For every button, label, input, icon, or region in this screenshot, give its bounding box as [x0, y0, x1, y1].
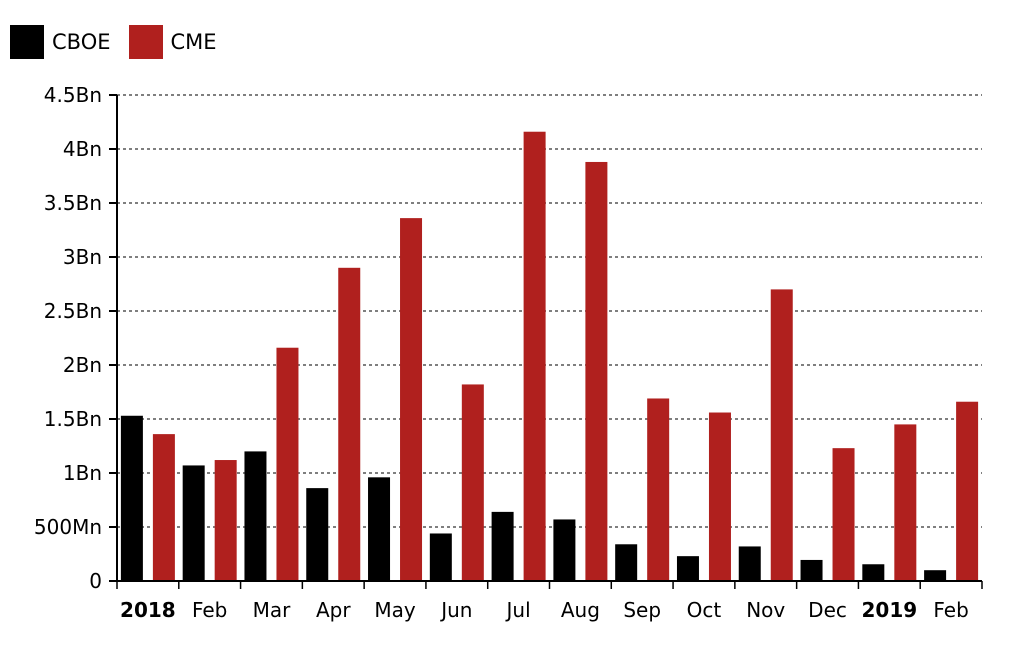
bar-cboe-12[interactable]: [862, 564, 885, 581]
bar-cboe-2[interactable]: [244, 451, 267, 581]
bar-cme-8[interactable]: [647, 398, 670, 581]
y-tick-label: 1.5Bn: [44, 407, 102, 431]
legend-item-cboe[interactable]: CBOE: [10, 25, 111, 59]
bar-cboe-3[interactable]: [306, 488, 329, 581]
bar-cme-6[interactable]: [523, 131, 546, 581]
x-tick-label: Jun: [439, 598, 472, 622]
bar-cme-7[interactable]: [585, 161, 608, 581]
x-tick-label: Feb: [192, 598, 227, 622]
bars: [120, 131, 979, 581]
x-tick-label: Feb: [933, 598, 968, 622]
y-tick-label: 2.5Bn: [44, 299, 102, 323]
y-tick-label: 0: [89, 569, 102, 593]
y-tick-label: 3.5Bn: [44, 191, 102, 215]
bar-cme-12[interactable]: [894, 424, 917, 581]
bar-cme-0[interactable]: [152, 434, 175, 581]
bar-cboe-11[interactable]: [800, 559, 823, 581]
bar-cboe-10[interactable]: [738, 546, 761, 581]
bar-cme-9[interactable]: [708, 412, 731, 581]
legend-swatch-cme: [128, 25, 163, 59]
bar-cboe-8[interactable]: [615, 544, 638, 581]
bar-cme-4[interactable]: [400, 218, 423, 581]
bar-cme-3[interactable]: [338, 267, 361, 581]
y-axis: 0 500Mn 1Bn 1.5Bn 2Bn 2.5Bn 3Bn 3.5Bn 4Bn 4.5Bn: [34, 83, 117, 593]
legend-swatch-cboe: [10, 25, 44, 59]
x-tick-label: Sep: [623, 598, 661, 622]
bar-cboe-7[interactable]: [553, 519, 576, 581]
bar-cme-1[interactable]: [214, 460, 237, 581]
legend-label-cboe: CBOE: [52, 30, 111, 54]
bar-cboe-5[interactable]: [429, 533, 452, 581]
x-tick-label: May: [374, 598, 416, 622]
bar-cboe-6[interactable]: [491, 511, 514, 581]
legend-label-cme: CME: [170, 30, 217, 54]
y-tick-label: 2Bn: [63, 353, 102, 377]
bar-cme-10[interactable]: [770, 289, 793, 581]
x-tick-label: Nov: [746, 598, 785, 622]
x-tick-label: 2018: [120, 598, 176, 622]
legend: CBOE CME: [10, 22, 235, 62]
x-tick-label: Aug: [561, 598, 600, 622]
x-tick-label: Apr: [316, 598, 351, 622]
x-axis: 2018 Feb Mar Apr May Jun Jul Aug Sep Oct Nov Dec 201…: [116, 581, 983, 622]
y-tick-label: 500Mn: [34, 515, 102, 539]
y-tick-label: 4.5Bn: [44, 83, 102, 107]
bar-cboe-1[interactable]: [182, 465, 205, 581]
legend-item-cme[interactable]: CME: [128, 25, 217, 59]
x-tick-label: 2019: [861, 598, 917, 622]
bar-cboe-9[interactable]: [676, 556, 699, 581]
x-tick-label: Oct: [687, 598, 722, 622]
x-tick-label: Dec: [808, 598, 847, 622]
bar-cme-11[interactable]: [832, 448, 855, 581]
y-tick-label: 3Bn: [63, 245, 102, 269]
bar-cme-2[interactable]: [276, 347, 299, 581]
y-tick-label: 4Bn: [63, 137, 102, 161]
bar-cboe-4[interactable]: [368, 477, 391, 581]
x-tick-label: Mar: [253, 598, 292, 622]
y-tick-label: 1Bn: [63, 461, 102, 485]
bar-cboe-13[interactable]: [924, 570, 947, 581]
bar-cme-5[interactable]: [461, 384, 484, 581]
x-tick-label: Jul: [505, 598, 531, 622]
bar-cme-13[interactable]: [956, 401, 979, 581]
bar-cboe-0[interactable]: [120, 415, 143, 581]
